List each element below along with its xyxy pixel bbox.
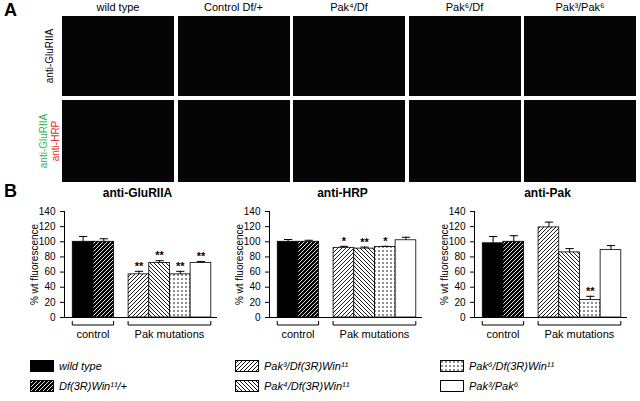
html-text:Pak³/Df(3R)Win¹¹: Pak³/Df(3R)Win¹¹ — [264, 360, 349, 372]
html-text:wild type: wild type — [59, 360, 102, 372]
svg-text:**: ** — [586, 285, 595, 297]
svg-text:60: 60 — [249, 266, 261, 277]
html-text:A: A — [4, 0, 17, 20]
svg-text:*: * — [383, 235, 388, 247]
svg-text:% wt fluorescence: % wt fluorescence — [439, 223, 450, 305]
svg-text:% wt fluorescence: % wt fluorescence — [29, 223, 40, 305]
svg-text:control: control — [281, 328, 314, 340]
svg-text:0: 0 — [460, 312, 466, 323]
html-text:anti-Pak: anti-Pak — [524, 186, 571, 200]
svg-text:60: 60 — [454, 266, 466, 277]
svg-text:control: control — [76, 328, 109, 340]
svg-text:**: ** — [135, 260, 144, 272]
svg-text:100: 100 — [244, 236, 261, 247]
svg-text:80: 80 — [454, 251, 466, 262]
html-text:Pak³/Pak⁶: Pak³/Pak⁶ — [469, 380, 519, 392]
svg-text:60: 60 — [44, 266, 56, 277]
svg-text:40: 40 — [249, 281, 261, 292]
svg-text:20: 20 — [454, 297, 466, 308]
svg-text:**: ** — [360, 236, 369, 248]
html-text:Pak⁶/Df(3R)Win¹¹: Pak⁶/Df(3R)Win¹¹ — [469, 360, 555, 372]
svg-text:**: ** — [176, 260, 185, 272]
html-text:Df(3R)Win¹¹/+: Df(3R)Win¹¹/+ — [59, 380, 127, 392]
svg-text:Pak mutations: Pak mutations — [545, 328, 615, 340]
html-text:anti-GluRIIA: anti-GluRIIA — [44, 28, 55, 84]
svg-text:20: 20 — [249, 297, 261, 308]
html-text:wild type: wild type — [96, 1, 140, 13]
svg-text:**: ** — [197, 250, 206, 262]
html-text:anti-GluRIIA: anti-GluRIIA — [102, 186, 173, 200]
svg-text:140: 140 — [449, 206, 466, 217]
html-text:Control Df/+: Control Df/+ — [204, 1, 263, 13]
svg-text:0: 0 — [50, 312, 56, 323]
svg-text:120: 120 — [244, 221, 261, 232]
html-text:anti-HRP: anti-HRP — [50, 120, 61, 162]
svg-text:*: * — [342, 235, 347, 247]
svg-text:100: 100 — [449, 236, 466, 247]
svg-text:140: 140 — [244, 206, 261, 217]
html-text:anti-GluRIIA: anti-GluRIIA — [38, 113, 49, 169]
html-text:Pak⁶/Df: Pak⁶/Df — [445, 1, 484, 13]
html-text:Pak⁴/Df: Pak⁴/Df — [330, 1, 368, 13]
svg-text:0: 0 — [255, 312, 261, 323]
svg-text:120: 120 — [39, 221, 56, 232]
svg-text:80: 80 — [249, 251, 261, 262]
svg-text:40: 40 — [44, 281, 56, 292]
svg-text:20: 20 — [44, 297, 56, 308]
svg-text:% wt fluorescence: % wt fluorescence — [234, 223, 245, 305]
svg-text:Pak mutations: Pak mutations — [135, 328, 205, 340]
html-text:Pak⁴/Df(3R)Win¹¹: Pak⁴/Df(3R)Win¹¹ — [264, 380, 350, 392]
svg-text:control: control — [486, 328, 519, 340]
svg-text:120: 120 — [449, 221, 466, 232]
svg-text:Pak mutations: Pak mutations — [340, 328, 410, 340]
svg-text:140: 140 — [39, 206, 56, 217]
svg-text:40: 40 — [454, 281, 466, 292]
svg-text:80: 80 — [44, 251, 56, 262]
svg-text:100: 100 — [39, 236, 56, 247]
html-text:anti-HRP: anti-HRP — [317, 186, 368, 200]
svg-text:**: ** — [155, 249, 164, 261]
html-text:Pak³/Pak⁶: Pak³/Pak⁶ — [555, 1, 605, 13]
html-text:B: B — [4, 181, 17, 201]
